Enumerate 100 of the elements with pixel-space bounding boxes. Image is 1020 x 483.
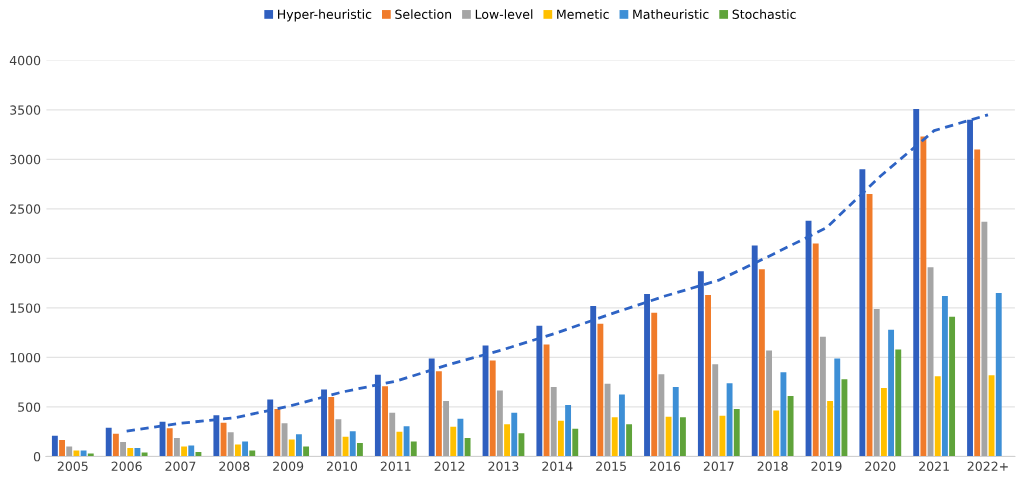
bar [873,308,880,457]
bar [464,438,471,457]
bar [672,387,679,457]
bar [550,387,557,457]
x-tick-label: 2019 [811,461,842,471]
bar [780,372,787,457]
bar [988,375,995,457]
bar [127,448,134,457]
bar [920,136,927,457]
x-tick-label: 2009 [273,461,304,471]
bar [511,412,518,457]
bar [941,296,948,457]
bar [895,349,902,457]
legend-label: Memetic [557,9,609,19]
bar [396,431,403,457]
x-tick-label: 2007 [165,461,196,471]
y-tick-label: 1000 [10,352,41,363]
bar [626,424,633,457]
bar [705,295,711,457]
bar [712,364,719,457]
bar [288,439,295,457]
bar [87,453,94,457]
bar [356,443,363,457]
y-tick-label: 4000 [9,55,41,66]
bar [504,424,511,457]
bar [787,396,794,457]
x-tick-label: 2012 [434,461,465,471]
y-tick-label: 3500 [10,105,41,115]
bar [166,428,173,457]
bar [618,394,625,457]
bar [249,450,256,457]
bar [51,435,58,457]
bar [819,336,826,457]
bar [651,312,658,457]
bar [934,376,941,457]
bar [658,374,665,457]
bar [105,427,112,457]
x-tick-label: 2013 [488,461,519,471]
x-tick-label: 2018 [757,461,788,471]
bar [66,446,73,457]
bar [227,432,234,457]
bar [611,417,618,457]
bar [726,383,733,457]
bar [981,221,988,457]
bar [518,433,525,457]
x-tick-label: 2011 [380,461,411,471]
bar [496,390,503,457]
bar [181,446,188,457]
legend-label: Selection [395,9,452,19]
bar [773,410,780,457]
x-tick-label: 2014 [542,461,573,471]
bar [443,400,449,457]
bar [995,293,1002,457]
bar [410,441,417,457]
bar [173,438,180,457]
bar [295,434,302,457]
y-tick-label: 0 [33,451,41,462]
bar [557,420,564,457]
bar [758,269,765,457]
bar [766,350,772,457]
bar [195,451,202,457]
bar [888,329,895,457]
bar [281,423,288,457]
bar [719,415,726,457]
x-tick-label: 2021 [919,461,949,471]
y-tick-label: 2500 [10,204,41,214]
y-tick-label: 3000 [10,154,41,165]
legend-label: Stochastic [732,9,796,19]
bar [335,419,342,457]
bar [974,149,981,457]
bar [328,397,335,457]
bar [841,379,848,457]
bar [565,404,572,457]
y-tick-label: 500 [18,402,41,412]
bar [834,358,841,457]
legend-label: Matheuristic [633,9,709,19]
x-tick-label: 2015 [596,461,626,471]
bar [349,431,356,457]
bar [949,316,956,457]
bar [141,452,148,457]
bar [73,450,80,457]
y-tick-label: 1500 [10,303,41,313]
x-tick-label: 2017 [703,461,734,471]
bar [435,371,442,457]
bar [80,450,87,457]
bar [389,412,396,457]
bar [489,360,496,457]
bar [303,446,310,457]
bar [59,440,65,457]
bar [812,243,819,457]
x-tick-label: 2010 [326,461,358,471]
x-tick-label: 2022+ [967,461,1008,471]
bar [274,408,281,457]
bar [112,433,119,457]
legend-label: Low-level [475,9,533,19]
bar [572,428,579,457]
bar [679,417,686,457]
bar [457,418,464,457]
y-tick-label: 2000 [10,253,41,264]
bar [403,426,410,457]
